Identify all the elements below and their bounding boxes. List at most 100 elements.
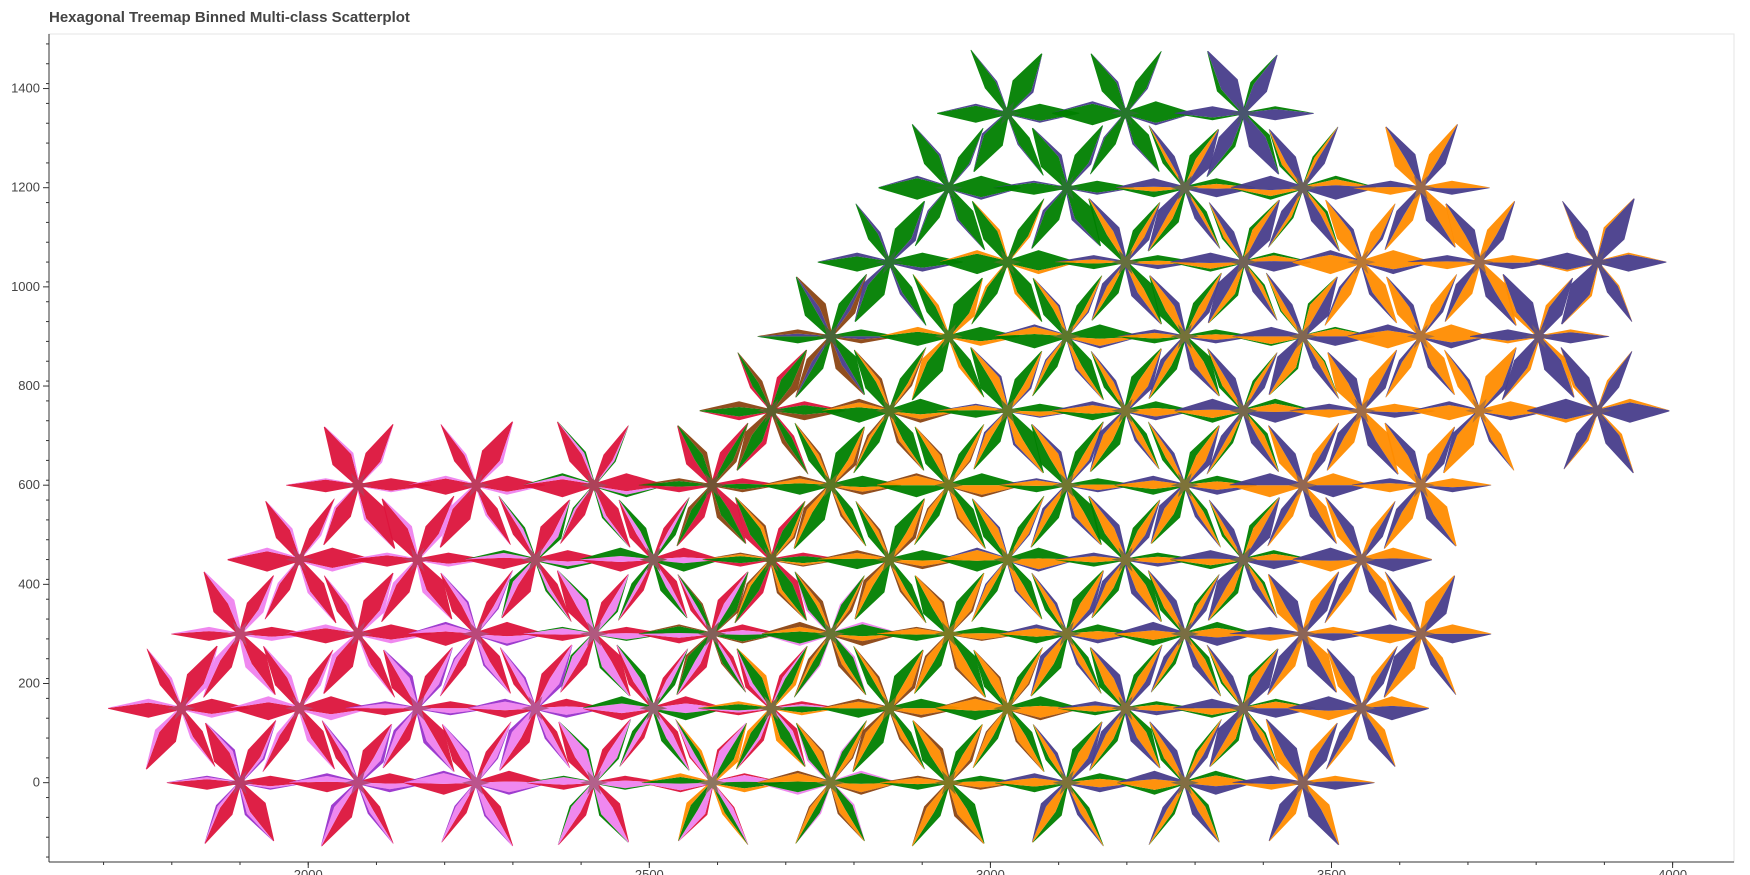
class-wedge [771,701,839,709]
class-wedge [1058,708,1126,716]
class-wedge [1148,187,1186,252]
class-wedge [206,722,242,782]
class-wedge [580,559,654,572]
class-wedge [1266,272,1304,337]
class-wedge [1065,721,1102,783]
class-wedge [937,403,1008,411]
class-wedge [1383,633,1421,698]
class-wedge [1292,547,1362,561]
class-wedge [1420,633,1456,695]
class-wedge [1184,633,1221,697]
class-wedge [820,698,890,708]
class-wedge [286,478,358,485]
class-wedge [1032,336,1068,397]
chart-title: Hexagonal Treemap Binned Multi-class Sca… [49,9,410,26]
class-wedge [879,326,949,337]
class-wedge [1007,113,1080,123]
class-wedge [1302,185,1377,200]
class-wedge [736,648,773,709]
class-wedge [1243,109,1314,121]
class-wedge [1065,421,1104,486]
hex-bin [465,495,608,622]
class-wedge [1055,262,1126,270]
class-wedge [1384,422,1422,487]
class-wedge [384,649,419,708]
class-wedge [675,719,713,783]
class-wedge [1209,499,1245,560]
class-wedge [889,410,925,471]
class-wedge [1148,336,1186,399]
class-wedge [1007,708,1081,721]
class-wedge [592,783,629,843]
class-wedge [711,782,748,845]
class-wedge [948,634,1023,641]
class-wedge [948,336,1020,346]
class-wedge [771,401,845,411]
hex-bin [1352,571,1492,698]
class-wedge [382,498,419,559]
class-wedge [1184,574,1220,635]
class-wedge [795,336,831,398]
class-wedge [534,708,570,769]
class-wedge [879,782,949,790]
class-wedge [877,475,949,486]
class-wedge [583,708,654,721]
class-wedge [1066,478,1136,486]
class-wedge [1184,129,1219,188]
class-wedge [203,633,242,698]
class-wedge [179,645,218,709]
class-wedge [322,720,359,783]
hex-bin [995,275,1141,401]
class-wedge [1478,262,1517,326]
class-wedge [1007,560,1077,572]
class-wedge [879,777,949,785]
bin-center-star [1052,473,1081,498]
class-wedge [408,631,476,646]
class-wedge [1007,262,1077,275]
class-wedge [1243,698,1316,708]
class-wedge [1231,175,1303,191]
class-wedge [737,648,773,708]
bin-center-star [1111,696,1140,721]
y-tick-label: 1400 [11,81,40,96]
class-wedge [475,633,511,694]
class-wedge [1385,571,1422,634]
class-wedge [1123,262,1162,325]
bin-center-star [1052,621,1081,647]
class-wedge [416,558,453,620]
class-wedge [830,329,899,337]
class-wedge [526,777,595,785]
class-wedge [358,485,432,493]
class-wedge [1537,335,1575,398]
class-wedge [404,773,476,784]
hex-bin [526,719,663,846]
class-wedge [769,349,807,411]
bin-center-star [1406,621,1435,647]
class-wedge [1352,483,1421,493]
class-wedge [345,701,418,709]
class-wedge [947,572,984,634]
class-wedge [1208,499,1244,560]
hex-bin [1052,51,1193,175]
class-wedge [854,261,891,322]
class-wedge [830,782,865,842]
class-wedge [1501,335,1540,400]
class-wedge [653,559,721,572]
class-wedge [1302,781,1375,790]
class-wedge [476,485,545,495]
class-wedge [1242,708,1280,771]
class-wedge [1229,485,1303,498]
class-wedge [1117,329,1185,337]
class-wedge [677,425,712,487]
class-wedge [1032,783,1069,843]
class-wedge [474,421,513,486]
class-wedge [476,721,512,784]
hex-bin [879,274,1020,401]
class-wedge [853,646,891,709]
class-wedge [853,410,891,474]
class-wedge [1184,782,1254,795]
class-wedge [1006,559,1042,620]
class-wedge [638,633,713,638]
class-wedge [852,708,891,772]
class-wedge [757,781,831,793]
